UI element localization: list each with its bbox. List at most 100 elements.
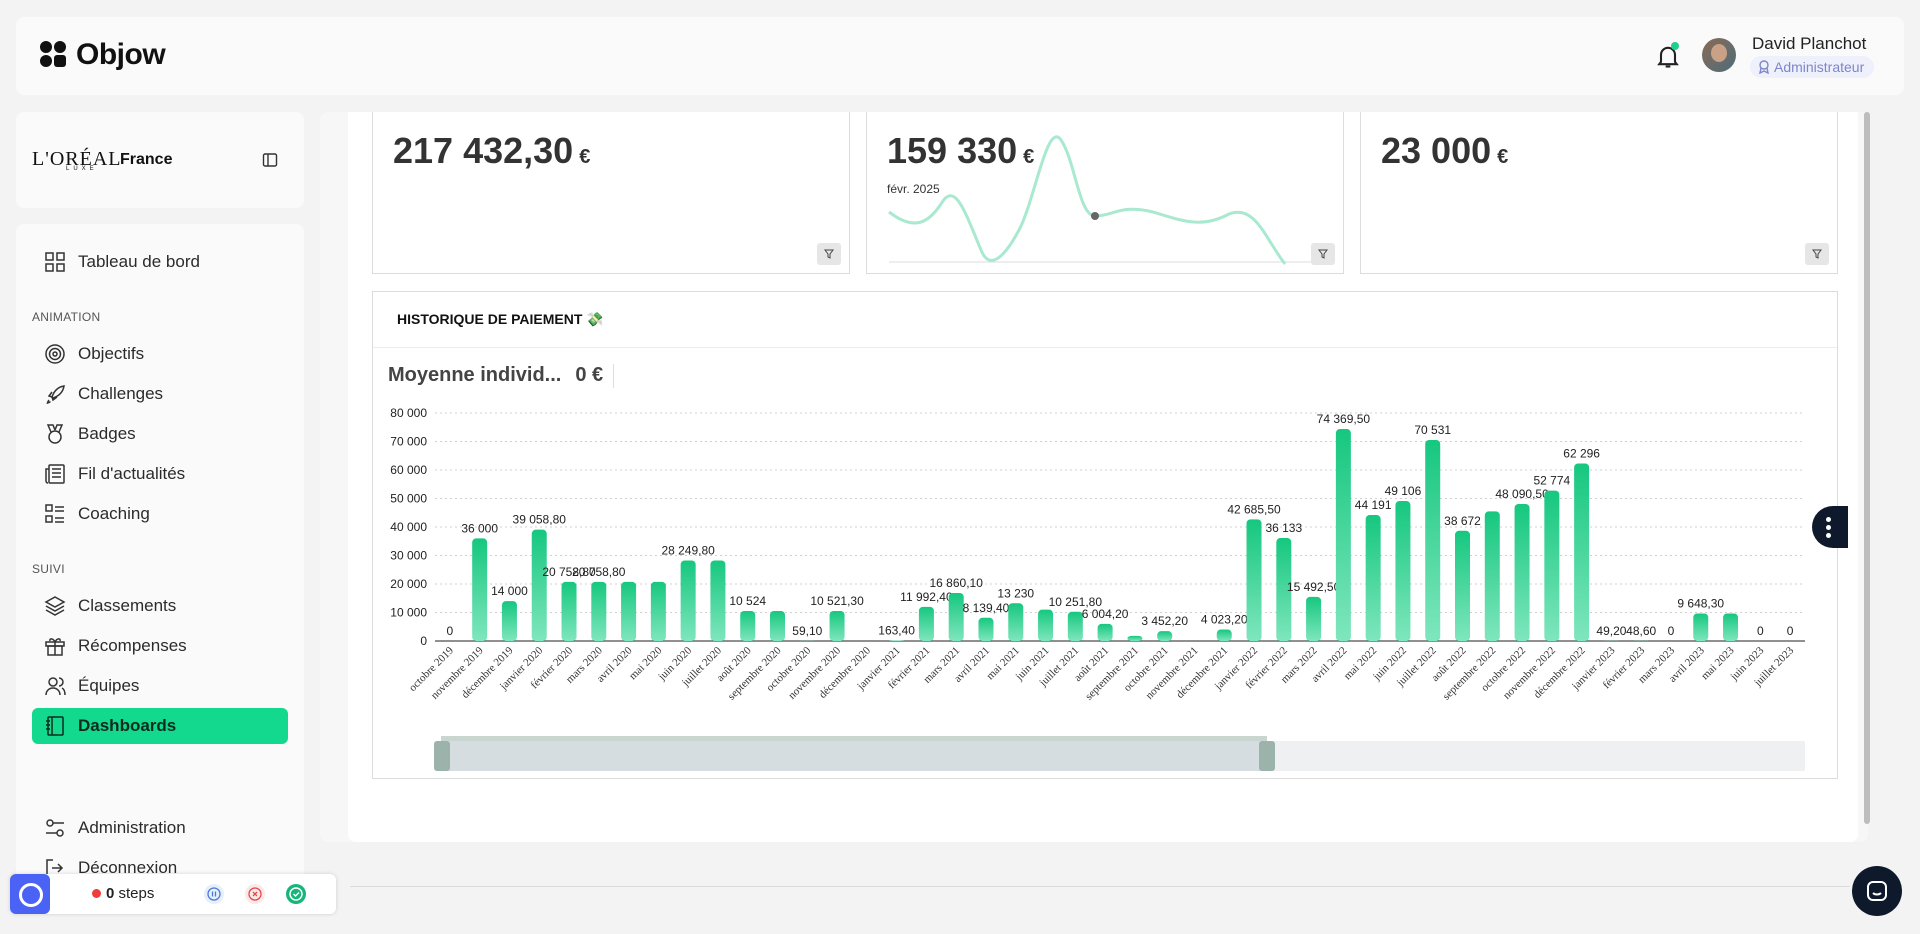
- chart-bar: [621, 581, 637, 641]
- y-tick-label: 60 000: [390, 463, 427, 477]
- data-label: 8 139,40: [963, 601, 1010, 615]
- rocket-icon: [46, 385, 65, 405]
- sidebar-item-equipes[interactable]: Équipes: [32, 668, 288, 704]
- chart-bar: [1008, 603, 1024, 641]
- y-tick-label: 80 000: [390, 406, 427, 420]
- zoom-selection: [441, 741, 1267, 771]
- recorder-widget: [10, 874, 336, 914]
- objow-logo-icon: [40, 41, 68, 69]
- sidebar-item-feed[interactable]: Fil d'actualités: [32, 456, 288, 492]
- data-label: 15 492,50: [1287, 580, 1341, 594]
- chart-bar: [918, 606, 934, 641]
- brand-country: France: [120, 151, 173, 168]
- data-label: 10 524: [729, 594, 766, 608]
- bar-chart: 0 10 000 20 000 30 000 40 000 50 000 60 000 70 …: [390, 406, 1805, 771]
- kpi-card: 23 000 €: [1360, 112, 1838, 274]
- chat-button[interactable]: [1852, 866, 1902, 916]
- bottom-bar: [350, 886, 1850, 900]
- data-label: 52 774: [1533, 474, 1570, 488]
- zoom-handle-right[interactable]: [1259, 741, 1275, 771]
- chart-bar: [1038, 609, 1054, 641]
- y-tick-label: 70 000: [390, 435, 427, 449]
- sidebar-item-logout[interactable]: Déconnexion: [32, 850, 288, 886]
- y-tick-label: 30 000: [390, 549, 427, 563]
- data-label: 74 369,50: [1317, 412, 1371, 426]
- y-tick-label: 20 000: [390, 577, 427, 591]
- chart-bar: [740, 611, 756, 641]
- sidebar-item-coaching[interactable]: Coaching: [32, 496, 288, 532]
- settings-sliders-icon: [46, 819, 64, 837]
- data-label: 42 685,50: [1227, 502, 1281, 516]
- data-label: 20 758,80: [572, 565, 626, 579]
- zoom-handle-left[interactable]: [434, 741, 450, 771]
- nav-section-suivi: SUIVI: [32, 562, 65, 576]
- data-label: 14 000: [491, 584, 528, 598]
- chart-bar: [1306, 596, 1322, 641]
- chart-bar: [710, 560, 726, 641]
- brand-card: [16, 112, 304, 208]
- data-label: 0: [1787, 624, 1794, 638]
- data-label: 16 860,10: [930, 576, 984, 590]
- confirm-button[interactable]: [286, 884, 306, 904]
- chart-bar: [978, 617, 994, 641]
- sidebar-item-badges[interactable]: Badges: [32, 416, 288, 452]
- grid-icon: [45, 252, 65, 272]
- data-label: 3 452,20: [1141, 614, 1188, 628]
- data-label: 38 672: [1444, 514, 1481, 528]
- chart-bar: [1097, 623, 1113, 641]
- chart-bar: [1514, 503, 1530, 641]
- list-icon: [45, 504, 64, 523]
- record-button[interactable]: [10, 874, 50, 914]
- sidebar-item-dashboards[interactable]: Dashboards: [32, 708, 288, 744]
- cancel-button[interactable]: [245, 884, 265, 904]
- sparkline: [888, 135, 1319, 265]
- data-label: 49,20: [1596, 624, 1626, 638]
- kpi-value: 159 330 €: [887, 130, 1035, 171]
- data-label: 11 992,40: [900, 590, 953, 604]
- target-icon: [45, 344, 65, 364]
- more-options-button[interactable]: [1812, 506, 1848, 548]
- data-label: 10 251,80: [1049, 595, 1103, 609]
- chart-bar: [1067, 611, 1083, 641]
- chart-bar: [1246, 519, 1262, 641]
- nav-section-animation: ANIMATION: [32, 310, 101, 324]
- pause-icon: [207, 887, 221, 901]
- app-logo[interactable]: Objow: [40, 38, 166, 72]
- filter-button[interactable]: [1311, 243, 1335, 265]
- data-label: 48 090,50: [1495, 487, 1549, 501]
- sidebar-item-administration[interactable]: Administration: [32, 810, 288, 846]
- chart-bar: [1157, 631, 1173, 641]
- badge-icon: [46, 424, 64, 444]
- filter-button[interactable]: [1805, 243, 1829, 265]
- check-icon: [289, 887, 303, 901]
- sidebar-item-challenges[interactable]: Challenges: [32, 376, 288, 412]
- avatar[interactable]: [1702, 38, 1736, 72]
- chart-bar: [472, 538, 488, 641]
- scrollbar[interactable]: [1864, 112, 1870, 824]
- sidebar-item-objectifs[interactable]: Objectifs: [32, 336, 288, 372]
- chart-bar: [1395, 501, 1411, 641]
- chart-bar: [650, 581, 666, 641]
- chart-bar: [1365, 515, 1381, 641]
- chart-bar: [531, 529, 547, 641]
- data-label: 70 531: [1414, 423, 1451, 437]
- chart-bar: [829, 611, 845, 641]
- sidebar-item-classements[interactable]: Classements: [32, 588, 288, 624]
- data-label: 48,60: [1626, 624, 1656, 638]
- chart-bar: [948, 592, 964, 641]
- sidebar-collapse-icon[interactable]: [262, 152, 278, 168]
- filter-icon: [1318, 249, 1328, 259]
- pause-button[interactable]: [204, 884, 224, 904]
- kpi-card: 159 330 € févr. 2025: [866, 112, 1344, 274]
- chart-bar: [591, 581, 607, 641]
- kpi-value: 217 432,30 €: [393, 130, 591, 171]
- chart-bar: [1693, 613, 1709, 641]
- sidebar-item-dashboard[interactable]: Tableau de bord: [32, 244, 288, 280]
- sidebar-item-recompenses[interactable]: Récompenses: [32, 628, 288, 664]
- y-tick-label: 50 000: [390, 492, 427, 506]
- kpi-card: 217 432,30 €: [372, 112, 850, 274]
- filter-button[interactable]: [817, 243, 841, 265]
- brand-logo: L'ORÉAL: [32, 148, 122, 170]
- close-icon: [248, 887, 262, 901]
- data-label: 49 106: [1385, 484, 1422, 498]
